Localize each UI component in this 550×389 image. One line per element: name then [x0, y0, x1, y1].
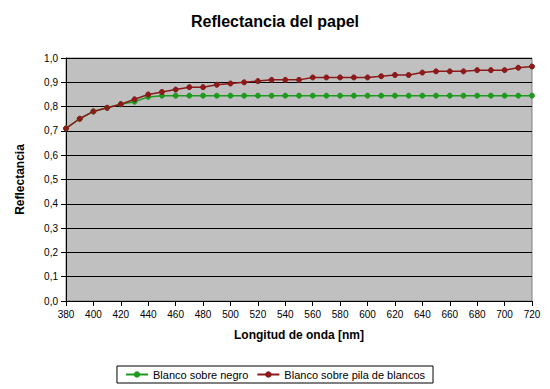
svg-text:600: 600 [359, 309, 376, 320]
svg-text:420: 420 [112, 309, 129, 320]
svg-text:720: 720 [524, 309, 541, 320]
svg-text:480: 480 [195, 309, 212, 320]
svg-text:Longitud de onda [nm]: Longitud de onda [nm] [234, 328, 364, 342]
svg-text:620: 620 [387, 309, 404, 320]
svg-text:0,0: 0,0 [44, 296, 58, 307]
svg-text:500: 500 [222, 309, 239, 320]
svg-text:640: 640 [414, 309, 431, 320]
svg-text:0,9: 0,9 [44, 77, 58, 88]
svg-text:0,6: 0,6 [44, 150, 58, 161]
svg-text:0,5: 0,5 [44, 174, 58, 185]
svg-text:400: 400 [85, 309, 102, 320]
svg-text:380: 380 [58, 309, 75, 320]
svg-text:440: 440 [140, 309, 157, 320]
svg-text:560: 560 [304, 309, 321, 320]
svg-text:700: 700 [496, 309, 513, 320]
svg-text:460: 460 [167, 309, 184, 320]
svg-text:0,7: 0,7 [44, 125, 58, 136]
svg-text:0,4: 0,4 [44, 198, 58, 209]
svg-text:680: 680 [469, 309, 486, 320]
svg-text:Reflectancia: Reflectancia [13, 144, 27, 215]
svg-text:0,8: 0,8 [44, 101, 58, 112]
svg-text:Blanco sobre negro: Blanco sobre negro [153, 369, 248, 381]
svg-text:660: 660 [441, 309, 458, 320]
svg-text:0,3: 0,3 [44, 223, 58, 234]
svg-text:0,2: 0,2 [44, 247, 58, 258]
svg-text:520: 520 [250, 309, 267, 320]
svg-text:580: 580 [332, 309, 349, 320]
svg-text:540: 540 [277, 309, 294, 320]
svg-text:Reflectancia del papel: Reflectancia del papel [191, 13, 359, 30]
svg-text:Blanco sobre pila de blancos: Blanco sobre pila de blancos [284, 369, 425, 381]
svg-text:1,0: 1,0 [44, 53, 58, 64]
svg-text:0,1: 0,1 [44, 271, 58, 282]
